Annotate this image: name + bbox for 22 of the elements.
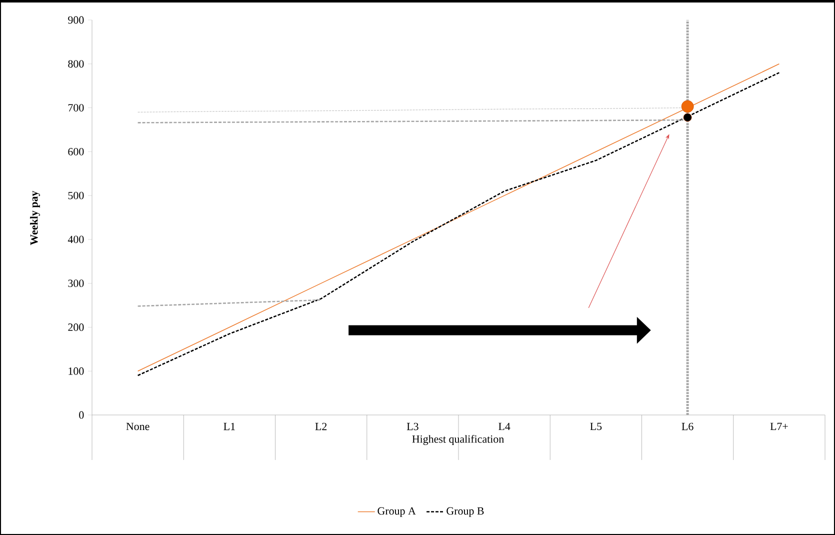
x-tick-label: L4	[498, 422, 510, 430]
y-tick-label: 200	[68, 324, 84, 331]
y-tick-label: 900	[68, 16, 84, 24]
legend-label: Group B	[446, 507, 484, 517]
y-axis-title: Weekly pay	[30, 190, 40, 246]
y-tick-label: 600	[68, 148, 84, 156]
x-tick-label: L5	[590, 422, 602, 430]
x-axis-title: Highest qualification	[412, 434, 504, 446]
y-tick-label: 300	[68, 280, 84, 288]
y-tick-label: 800	[68, 60, 84, 68]
y-tick-label: 700	[68, 104, 84, 112]
x-tick-label: L2	[315, 422, 327, 430]
x-tick-label: L6	[682, 422, 694, 430]
legend-label: Group A	[378, 507, 416, 517]
y-tick-label: 400	[68, 236, 84, 244]
x-tick-label: L3	[406, 422, 418, 430]
x-tick-label: None	[126, 422, 150, 430]
y-tick-label: 100	[68, 367, 84, 375]
y-tick-label: 500	[68, 192, 84, 200]
x-tick-label: L1	[224, 422, 235, 430]
y-tick-label: 0	[79, 411, 84, 419]
x-tick-label: L7+	[770, 422, 788, 430]
